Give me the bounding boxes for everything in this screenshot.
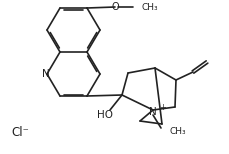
Text: HO: HO [97, 110, 113, 120]
Text: N: N [149, 107, 157, 117]
Text: N: N [42, 69, 50, 79]
Text: CH₃: CH₃ [169, 126, 186, 136]
Text: +: + [159, 103, 166, 111]
Text: O: O [111, 2, 119, 12]
Text: CH₃: CH₃ [142, 2, 159, 12]
Text: Cl⁻: Cl⁻ [11, 126, 29, 140]
